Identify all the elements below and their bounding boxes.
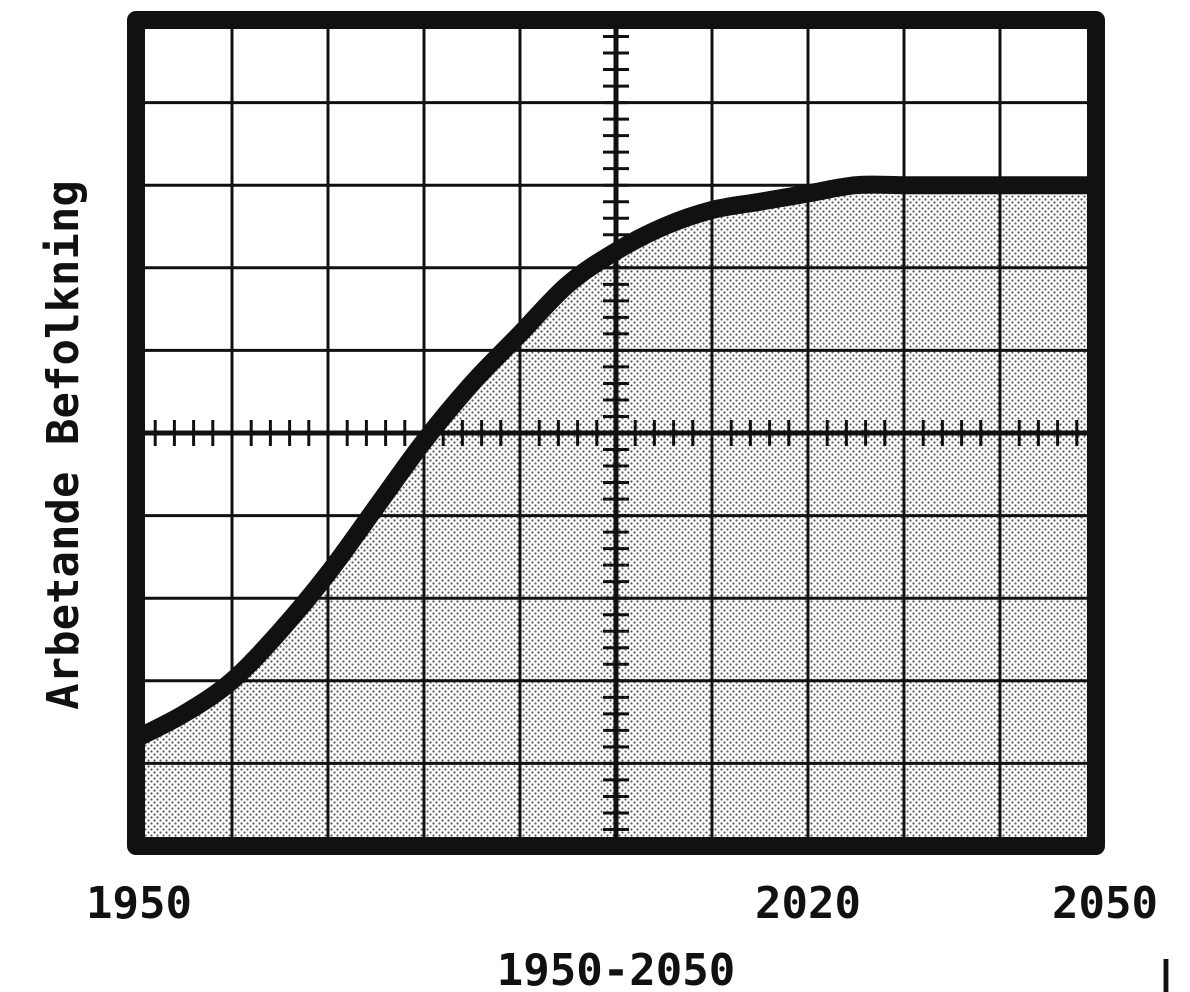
series-line <box>136 175 1096 748</box>
text-cursor-marker: | <box>1153 952 1180 992</box>
x-axis-title: 1950-2050 <box>497 945 735 992</box>
plot-frame <box>127 11 1105 855</box>
x-tick-label: 2020 <box>755 878 861 929</box>
crosshair-axes <box>136 20 1096 846</box>
x-tick-labels: 1950 2020 2050 <box>86 878 1158 929</box>
x-tick-label: 2050 <box>1052 878 1158 929</box>
x-tick-label: 1950 <box>86 878 192 929</box>
y-axis-title: Arbetande Befolkning <box>38 180 89 710</box>
